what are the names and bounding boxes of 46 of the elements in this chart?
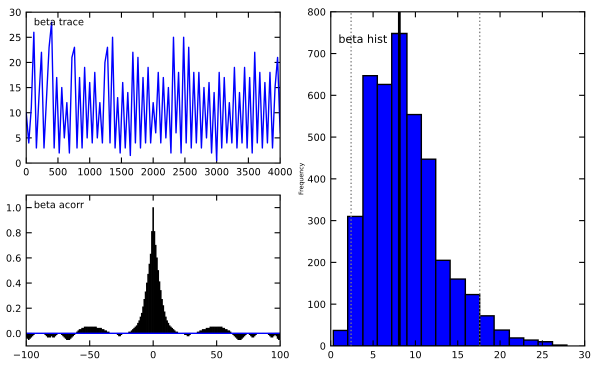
x-tick-label: 20 xyxy=(494,350,506,358)
y-tick-label: 0.8 xyxy=(6,229,21,237)
y-tick-label: 5 xyxy=(16,134,21,142)
x-tick-label: 500 xyxy=(49,168,67,176)
y-tick-label: 500 xyxy=(308,134,326,141)
x-tick-label: 1500 xyxy=(110,168,134,176)
annotation: beta trace xyxy=(34,18,84,26)
y-tick-label: 700 xyxy=(308,50,326,58)
x-tick-label: 15 xyxy=(452,351,464,358)
x-tick-label: 50 xyxy=(211,350,222,358)
x-tick-label: 4000 xyxy=(268,168,292,176)
x-tick-label: 100 xyxy=(272,350,289,358)
x-tick-label: 30 xyxy=(579,350,590,358)
y-tick-label: 20 xyxy=(10,58,21,66)
x-tick-label: 0 xyxy=(24,168,29,176)
y-tick-label: 600 xyxy=(308,92,326,100)
x-tick-label: 0 xyxy=(150,350,156,358)
y-tick-label: 0.6 xyxy=(6,254,21,262)
y-tick-label: 1.0 xyxy=(6,204,21,212)
y-tick-label: 30 xyxy=(10,8,21,16)
y-tick-label: 25 xyxy=(10,34,21,42)
x-tick-label: 5 xyxy=(370,351,376,358)
x-tick-label: 2500 xyxy=(173,168,197,176)
x-tick-label: 0 xyxy=(328,350,334,358)
x-tick-label: 3000 xyxy=(205,168,228,176)
y-tick-label: 200 xyxy=(308,258,326,266)
y-tick-label: 400 xyxy=(308,175,326,183)
x-tick-label: −100 xyxy=(14,350,39,358)
x-tick-label: −50 xyxy=(80,350,100,358)
x-tick-label: 10 xyxy=(410,350,421,358)
x-tick-label: 1000 xyxy=(78,168,102,176)
y-tick-label: 0.2 xyxy=(6,304,20,312)
y-tick-label: 0 xyxy=(320,342,326,350)
y-tick-label: 0.4 xyxy=(6,280,21,287)
y-tick-label: 300 xyxy=(308,217,326,224)
y-tick-label: 0.0 xyxy=(6,330,21,338)
x-tick-label: 3500 xyxy=(236,168,260,176)
y-tick-label: 15 xyxy=(10,84,21,92)
x-tick-label: 2000 xyxy=(142,168,165,176)
x-tick-label: 25 xyxy=(536,350,548,358)
y-tick-label: 800 xyxy=(308,8,326,16)
annotation: beta acorr xyxy=(34,200,84,208)
y-tick-label: 100 xyxy=(308,300,326,308)
y-tick-label: 10 xyxy=(10,109,21,117)
annotation: beta hist xyxy=(339,34,387,44)
y-tick-label: 0 xyxy=(16,160,21,167)
